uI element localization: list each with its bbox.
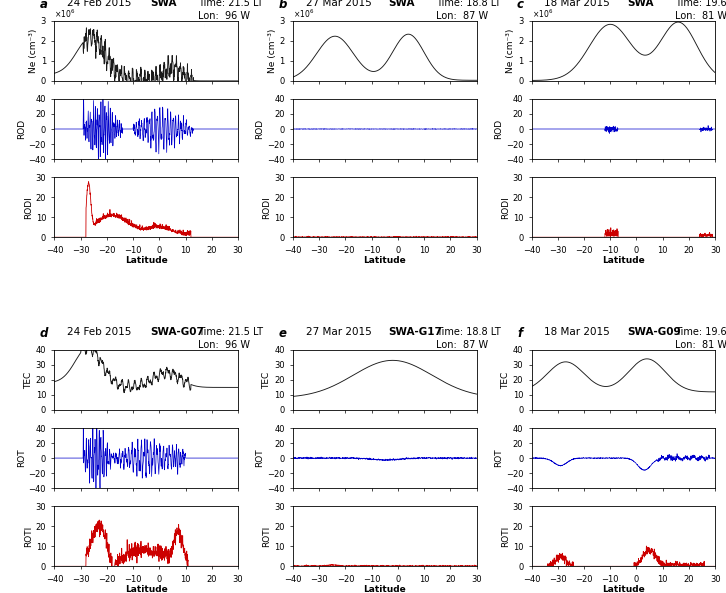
Text: 18 Mar 2015: 18 Mar 2015	[544, 0, 610, 8]
Text: c: c	[517, 0, 524, 11]
Y-axis label: TEC: TEC	[262, 371, 272, 388]
Text: Time: 21.5 LT: Time: 21.5 LT	[197, 0, 263, 8]
Y-axis label: ROTI: ROTI	[501, 525, 510, 547]
X-axis label: Latitude: Latitude	[602, 585, 645, 593]
Y-axis label: ROTI: ROTI	[262, 525, 272, 547]
Text: SWA-G07: SWA-G07	[150, 327, 204, 337]
Y-axis label: Ne (cm⁻³): Ne (cm⁻³)	[268, 28, 277, 73]
Text: Lon:  81 W: Lon: 81 W	[674, 340, 726, 350]
Y-axis label: ROD: ROD	[17, 119, 26, 139]
Text: Time: 18.8 LT: Time: 18.8 LT	[436, 327, 501, 337]
Text: SWA: SWA	[627, 0, 653, 8]
Text: Lon:  81 W: Lon: 81 W	[674, 11, 726, 21]
Y-axis label: RODI: RODI	[24, 196, 33, 219]
Text: Lon:  96 W: Lon: 96 W	[197, 11, 250, 21]
Text: Time: 21.5 LT: Time: 21.5 LT	[197, 327, 263, 337]
Y-axis label: TEC: TEC	[501, 371, 510, 388]
Y-axis label: Ne (cm⁻³): Ne (cm⁻³)	[29, 28, 38, 73]
Y-axis label: ROT: ROT	[17, 449, 26, 467]
X-axis label: Latitude: Latitude	[125, 256, 168, 265]
Y-axis label: Ne (cm⁻³): Ne (cm⁻³)	[506, 28, 515, 73]
Text: 24 Feb 2015: 24 Feb 2015	[68, 327, 131, 337]
Y-axis label: RODI: RODI	[262, 196, 272, 219]
Text: Lon:  87 W: Lon: 87 W	[436, 11, 489, 21]
Y-axis label: ROD: ROD	[256, 119, 264, 139]
Y-axis label: ROT: ROT	[256, 449, 264, 467]
Text: SWA-G09: SWA-G09	[627, 327, 681, 337]
Text: SWA-G17: SWA-G17	[388, 327, 442, 337]
Text: Time: 19.6 LT: Time: 19.6 LT	[674, 327, 726, 337]
Y-axis label: TEC: TEC	[24, 371, 33, 388]
Text: e: e	[278, 327, 286, 340]
Y-axis label: ROD: ROD	[494, 119, 503, 139]
Text: 24 Feb 2015: 24 Feb 2015	[68, 0, 131, 8]
Text: SWA: SWA	[150, 0, 176, 8]
Text: d: d	[40, 327, 48, 340]
X-axis label: Latitude: Latitude	[602, 256, 645, 265]
X-axis label: Latitude: Latitude	[125, 585, 168, 593]
Text: Time: 19.6 LT: Time: 19.6 LT	[674, 0, 726, 8]
Text: SWA: SWA	[388, 0, 415, 8]
Text: $\times10^6$: $\times10^6$	[54, 7, 76, 20]
Text: Lon:  87 W: Lon: 87 W	[436, 340, 489, 350]
Text: b: b	[278, 0, 287, 11]
Y-axis label: RODI: RODI	[501, 196, 510, 219]
Text: 27 Mar 2015: 27 Mar 2015	[306, 0, 372, 8]
Text: Time: 18.8 LT: Time: 18.8 LT	[436, 0, 501, 8]
Text: Lon:  96 W: Lon: 96 W	[197, 340, 250, 350]
Y-axis label: ROT: ROT	[494, 449, 503, 467]
Text: a: a	[40, 0, 48, 11]
Text: 27 Mar 2015: 27 Mar 2015	[306, 327, 372, 337]
Text: $\times10^6$: $\times10^6$	[531, 7, 553, 20]
X-axis label: Latitude: Latitude	[364, 585, 406, 593]
Text: f: f	[517, 327, 522, 340]
Text: $\times10^6$: $\times10^6$	[293, 7, 314, 20]
Y-axis label: ROTI: ROTI	[24, 525, 33, 547]
Text: 18 Mar 2015: 18 Mar 2015	[544, 327, 610, 337]
X-axis label: Latitude: Latitude	[364, 256, 406, 265]
